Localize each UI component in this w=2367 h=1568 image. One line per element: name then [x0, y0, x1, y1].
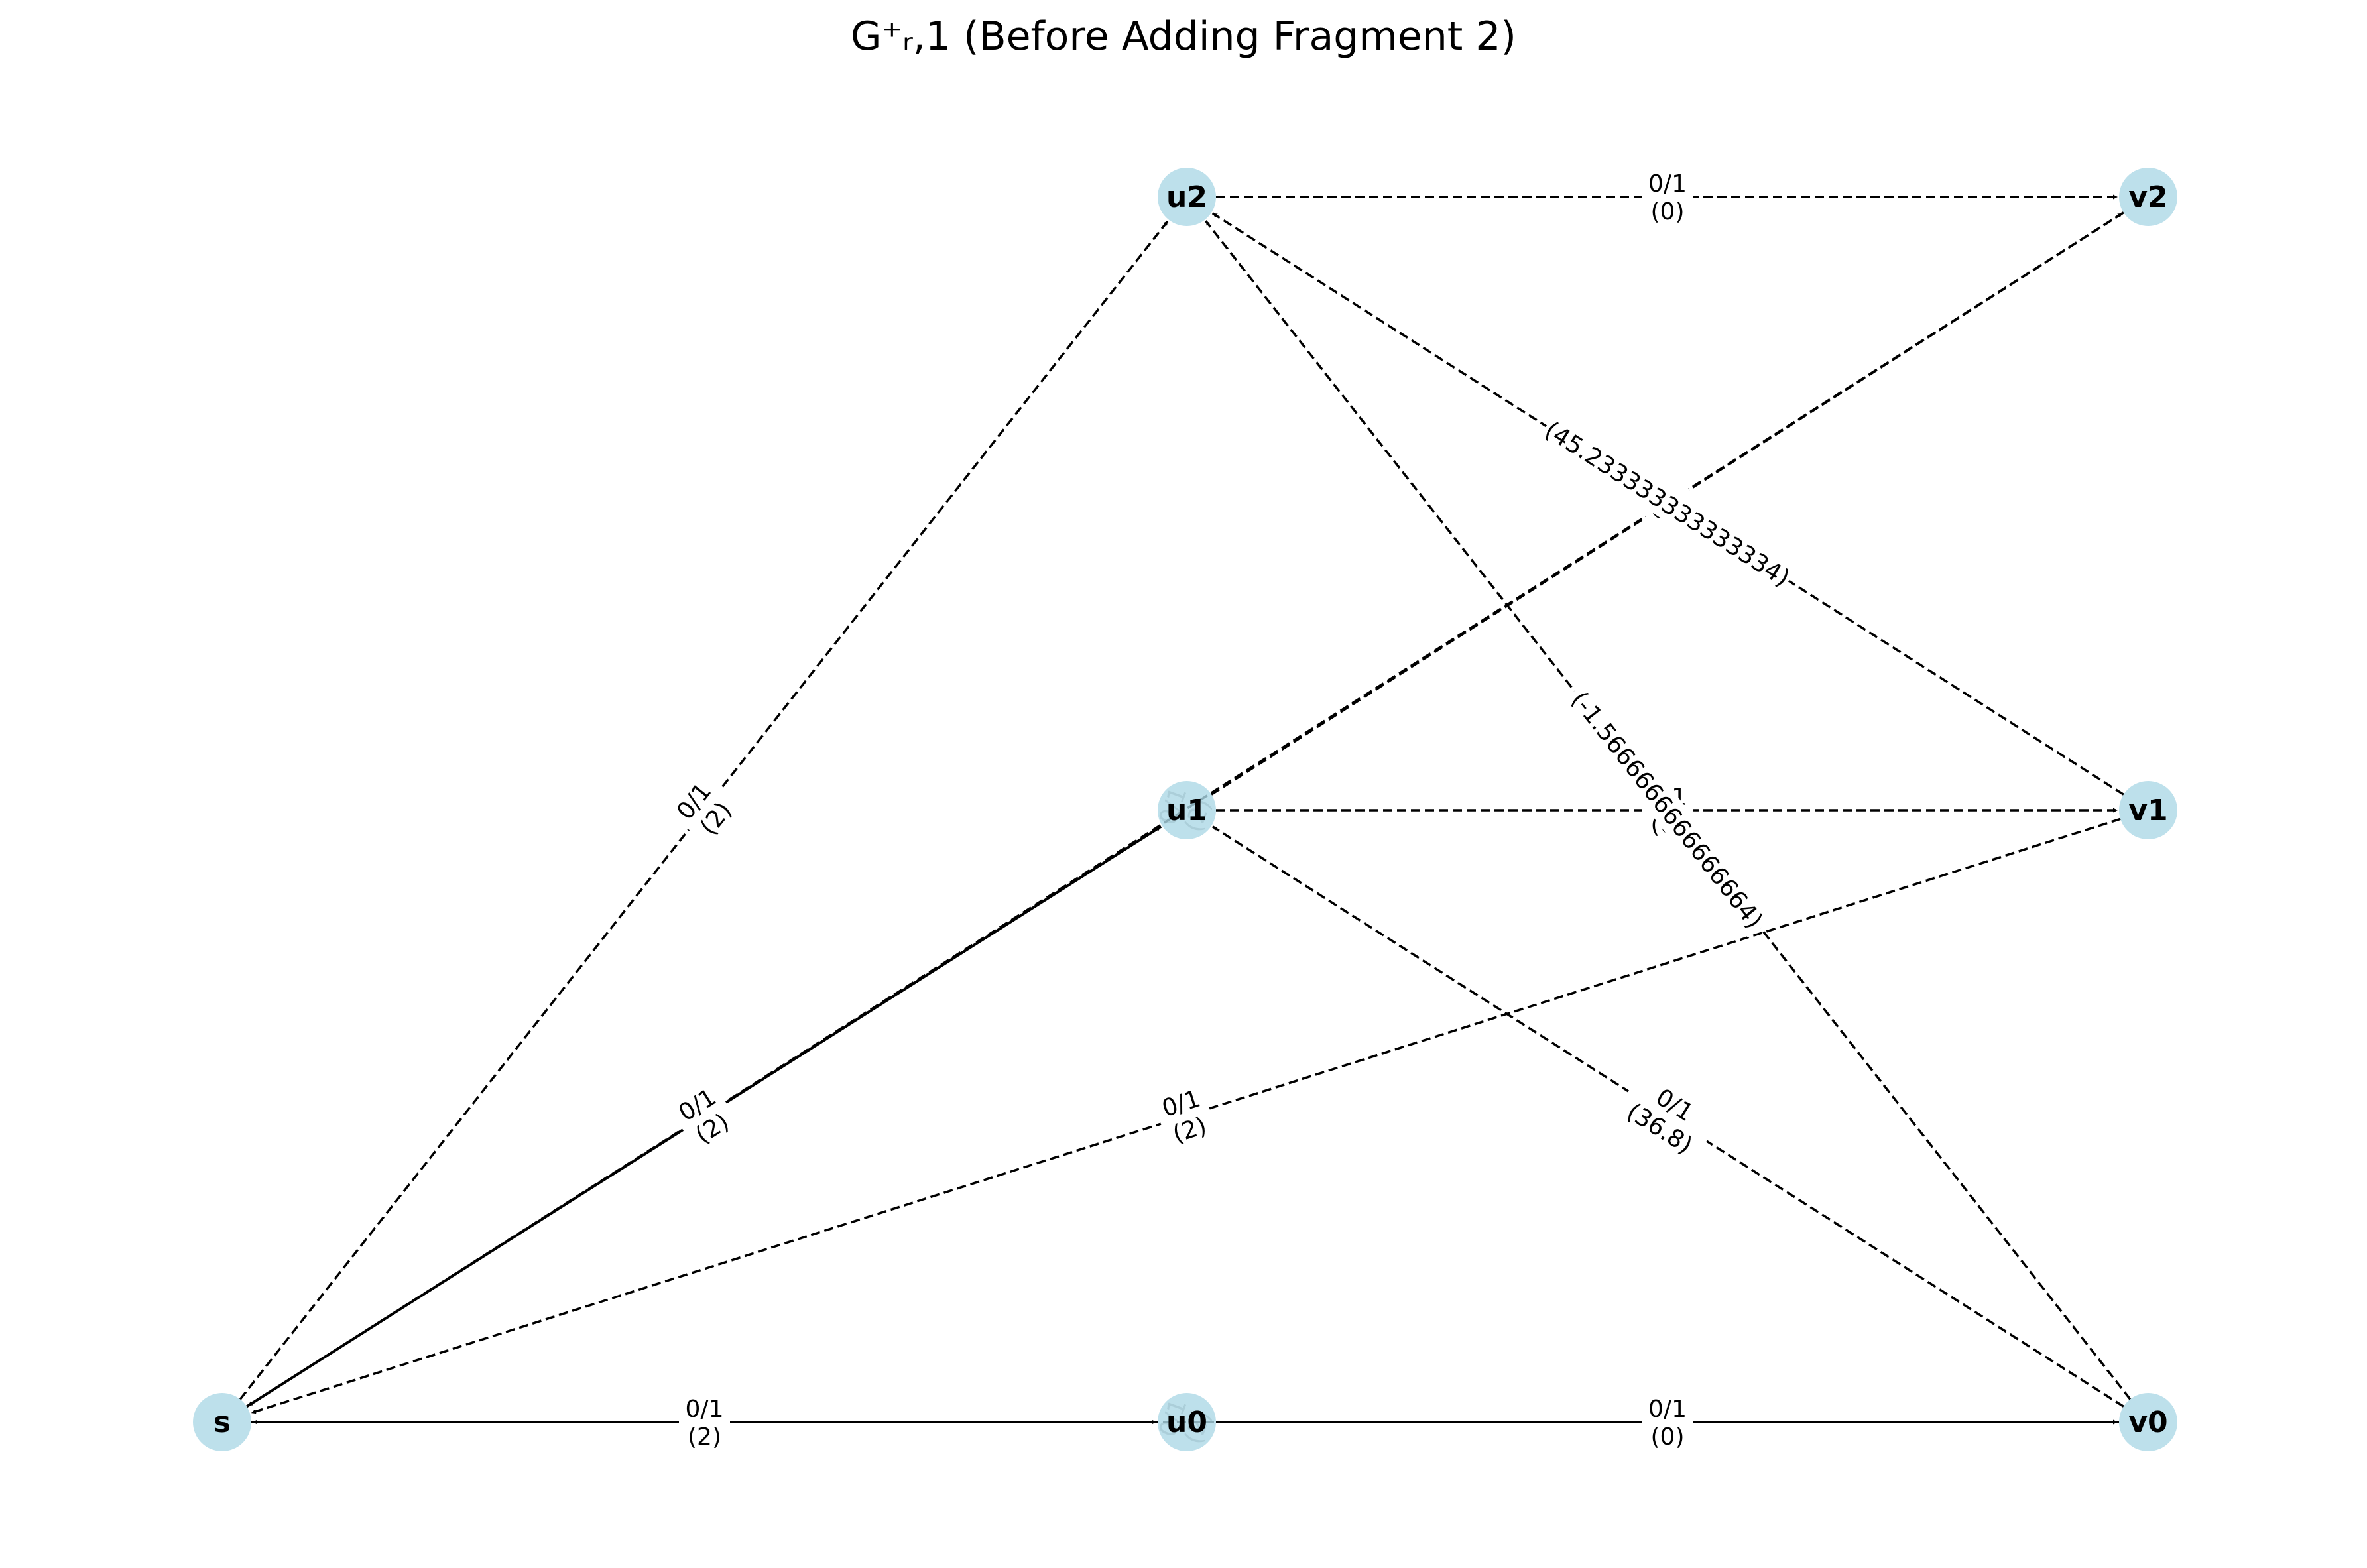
node-label: v1	[2128, 794, 2167, 827]
edge-label-background	[1561, 681, 1774, 938]
node-s: s	[193, 1393, 251, 1451]
edge-label-background	[665, 770, 744, 849]
node-u2: u2	[1158, 168, 1216, 226]
node-label: s	[213, 1406, 231, 1439]
edge-cost-label: (0)	[1651, 1423, 1685, 1451]
node-label: v0	[2128, 1406, 2167, 1439]
node-label: u0	[1166, 1406, 1207, 1439]
node-circle	[1158, 781, 1216, 839]
edge-cost-label: (2)	[688, 1423, 721, 1451]
edge-label-background	[1538, 412, 1797, 595]
edge-label-s-u1: 0/1(2)	[666, 1077, 743, 1156]
edge-v0-u1	[1211, 825, 2124, 1408]
node-v0: v0	[2119, 1393, 2177, 1451]
node-label: u1	[1166, 794, 1207, 827]
edge-label-background	[1642, 167, 1693, 227]
edge-label-background	[666, 1077, 743, 1156]
edge-v0-u2	[1205, 220, 2132, 1400]
edge-flow-label: 0/1	[1648, 1396, 1687, 1423]
node-u0: u0	[1158, 1393, 1216, 1451]
node-label: u2	[1166, 180, 1207, 214]
edge-label-u0-v0: 0/1(0)	[1642, 1392, 1693, 1452]
node-u1: u1	[1158, 781, 1216, 839]
edge-label-background	[1642, 1392, 1693, 1452]
node-circle	[2119, 781, 2177, 839]
edge-label-v0-u1: 0/1(36.8)	[1612, 1065, 1723, 1167]
edge-label-v1-u2: (45.233333333333334)	[1538, 412, 1797, 595]
edge-label-s-u2: 0/1(2)	[665, 770, 744, 849]
edge-label-s-u0: 0/1(2)	[679, 1392, 730, 1452]
edge-flow-label: 0/1	[686, 1396, 724, 1423]
node-circle	[1158, 168, 1216, 226]
node-v2: v2	[2119, 168, 2177, 226]
nodes-layer: s u0 u1 u2 v0 v1 v2	[193, 168, 2177, 1451]
edge-label-background	[679, 1392, 730, 1452]
edge-cost-label: (0)	[1651, 198, 1685, 225]
edge-label-u2-v2: 0/1(0)	[1642, 167, 1693, 227]
node-circle	[2119, 168, 2177, 226]
edge-label-background	[1612, 1065, 1723, 1167]
edge-label-background	[1152, 1079, 1219, 1153]
node-circle	[2119, 1393, 2177, 1451]
node-circle	[193, 1393, 251, 1451]
edge-label-v1-s: 0/1(2)	[1152, 1079, 1219, 1153]
edge-flow-label: 0/1	[1648, 170, 1687, 198]
node-label: v2	[2128, 180, 2167, 214]
edge-v2-s	[247, 211, 2124, 1407]
diagram-title: G⁺ᵣ,1 (Before Adding Fragment 2)	[851, 13, 1516, 60]
node-circle	[1158, 1393, 1216, 1451]
node-v1: v1	[2119, 781, 2177, 839]
edge-cost-label: (45.233333333333334)	[1540, 416, 1794, 592]
